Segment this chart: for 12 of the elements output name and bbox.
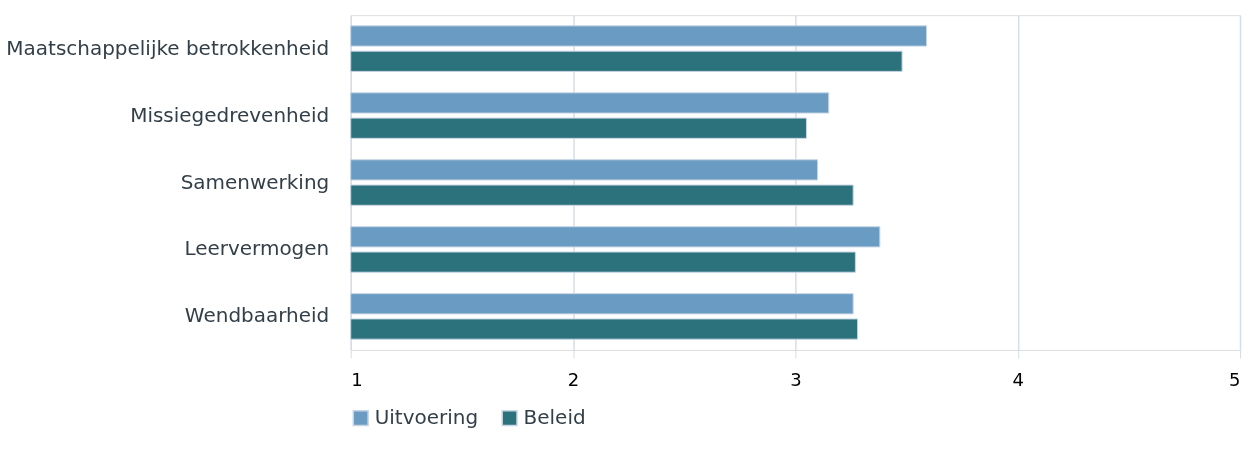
x-tick-label: 4 bbox=[1012, 369, 1024, 391]
y-tick-label: Samenwerking bbox=[180, 169, 330, 194]
x-tick-label: 1 bbox=[351, 369, 363, 391]
x-tick-label: 3 bbox=[790, 369, 802, 391]
y-tick-label: Maatschappelijke betrokkenheid bbox=[6, 35, 330, 60]
y-tick-label: Wendbaarheid bbox=[184, 303, 330, 328]
x-tick-label: 5 bbox=[1229, 369, 1241, 391]
y-tick-label: Missiegedrevenheid bbox=[130, 102, 330, 127]
legend-label: Beleid bbox=[523, 405, 586, 430]
y-tick-label: Leervermogen bbox=[184, 236, 330, 261]
legend-label: Uitvoering bbox=[374, 405, 479, 430]
x-tick-label: 2 bbox=[567, 369, 580, 391]
